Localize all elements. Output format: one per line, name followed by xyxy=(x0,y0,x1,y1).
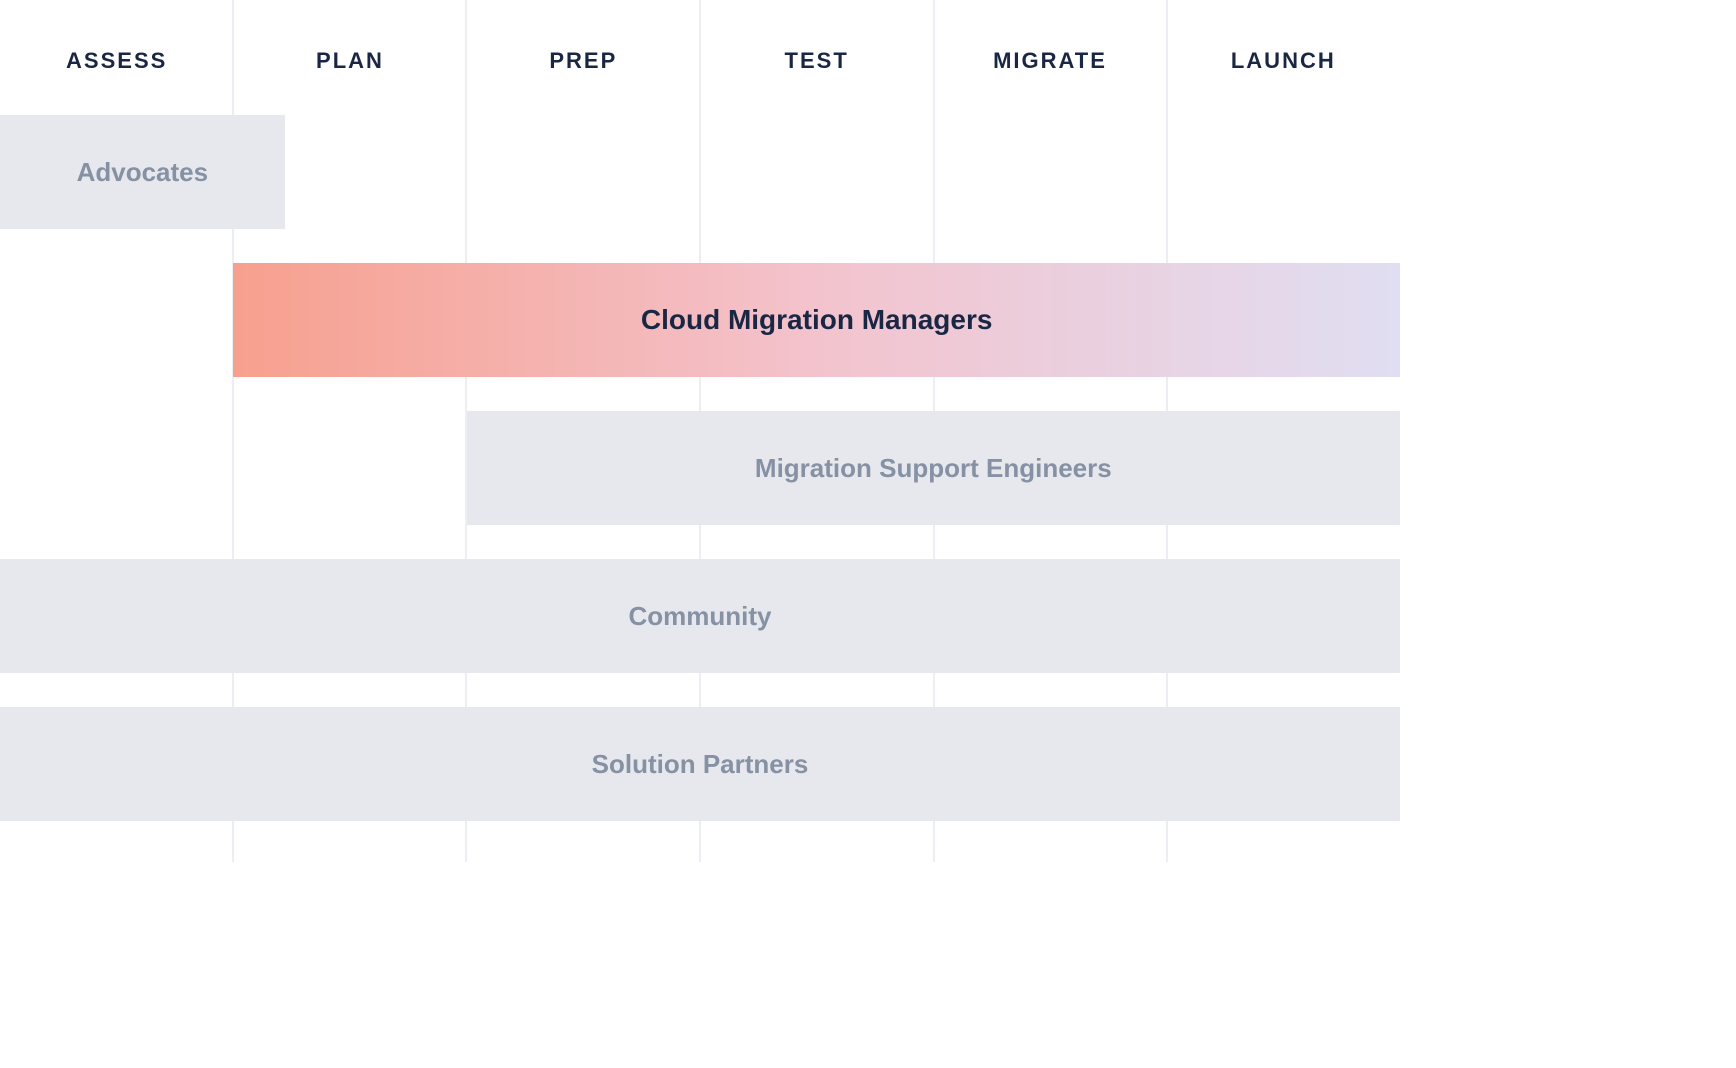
timeline-bar: Solution Partners xyxy=(0,707,1400,821)
timeline-bar: Migration Support Engineers xyxy=(467,411,1400,525)
bar-label: Solution Partners xyxy=(592,749,809,780)
timeline-bar: Cloud Migration Managers xyxy=(233,263,1400,377)
timeline-chart: ASSESSPLANPREPTESTMIGRATELAUNCH Advocate… xyxy=(0,0,1400,862)
bar-label: Migration Support Engineers xyxy=(755,453,1112,484)
timeline-bar: Community xyxy=(0,559,1400,673)
timeline-bar: Advocates xyxy=(0,115,285,229)
bar-label: Cloud Migration Managers xyxy=(641,304,993,336)
bar-label: Advocates xyxy=(77,157,209,188)
bar-label: Community xyxy=(629,601,772,632)
bars-container: Advocates Cloud Migration Managers Migrati… xyxy=(0,0,1400,862)
